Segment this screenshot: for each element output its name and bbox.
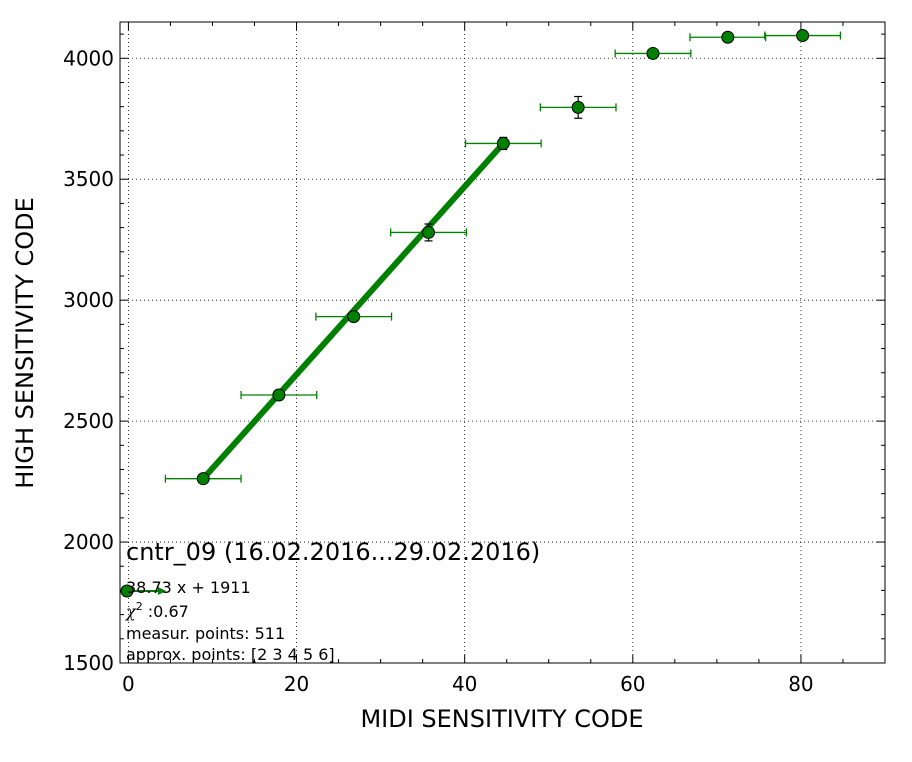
legend: 38.73 x + 1911	[120, 578, 251, 598]
x-tick-label: 80	[788, 672, 813, 696]
data-point	[496, 136, 510, 150]
chi2-value: :0.67	[143, 602, 189, 621]
minor-ticks	[120, 22, 886, 663]
data-point	[272, 388, 286, 402]
legend-arrow	[158, 587, 166, 595]
data-point	[646, 46, 660, 60]
data-point	[347, 310, 361, 324]
x-axis-label: MIDI SENSITIVITY CODE	[360, 705, 643, 733]
chart-title: cntr_09 (16.02.2016...29.02.2016)	[126, 538, 540, 566]
x-tick-label: 60	[620, 672, 645, 696]
points-layer	[196, 29, 810, 486]
data-point	[422, 225, 436, 239]
data-point	[196, 472, 210, 486]
y-tick-label: 4000	[63, 46, 114, 70]
measur-points: measur. points: 511	[126, 624, 285, 643]
x-tick-label: 40	[452, 672, 477, 696]
major-ticks	[120, 22, 885, 664]
chi2-power: 2	[136, 600, 143, 613]
x-tick-label: 0	[122, 672, 135, 696]
x-tick-label: 20	[284, 672, 309, 696]
y-tick-label: 1500	[63, 651, 114, 675]
data-point	[721, 30, 735, 44]
y-tick-label: 3000	[63, 288, 114, 312]
legend-marker	[120, 584, 134, 598]
x-tick-labels: 0 20 40 60 80	[122, 672, 814, 696]
y-tick-label: 3500	[63, 167, 114, 191]
y-tick-label: 2500	[63, 409, 114, 433]
grid-lines	[120, 22, 885, 663]
approx-points: approx. points: [2 3 4 5 6]	[126, 645, 335, 664]
y-axis-label: HIGH SENSITIVITY CODE	[11, 197, 39, 489]
chi2-text: χ2 :0.67	[125, 600, 189, 621]
plot-frame	[119, 21, 886, 664]
y-tick-labels: 1500 2000 2500 3000 3500 4000	[63, 46, 114, 675]
y-tick-label: 2000	[63, 530, 114, 554]
chi2-symbol: χ	[125, 602, 137, 621]
fit-equation: 38.73 x + 1911	[126, 578, 251, 597]
data-point	[796, 29, 810, 43]
data-point	[571, 100, 585, 114]
